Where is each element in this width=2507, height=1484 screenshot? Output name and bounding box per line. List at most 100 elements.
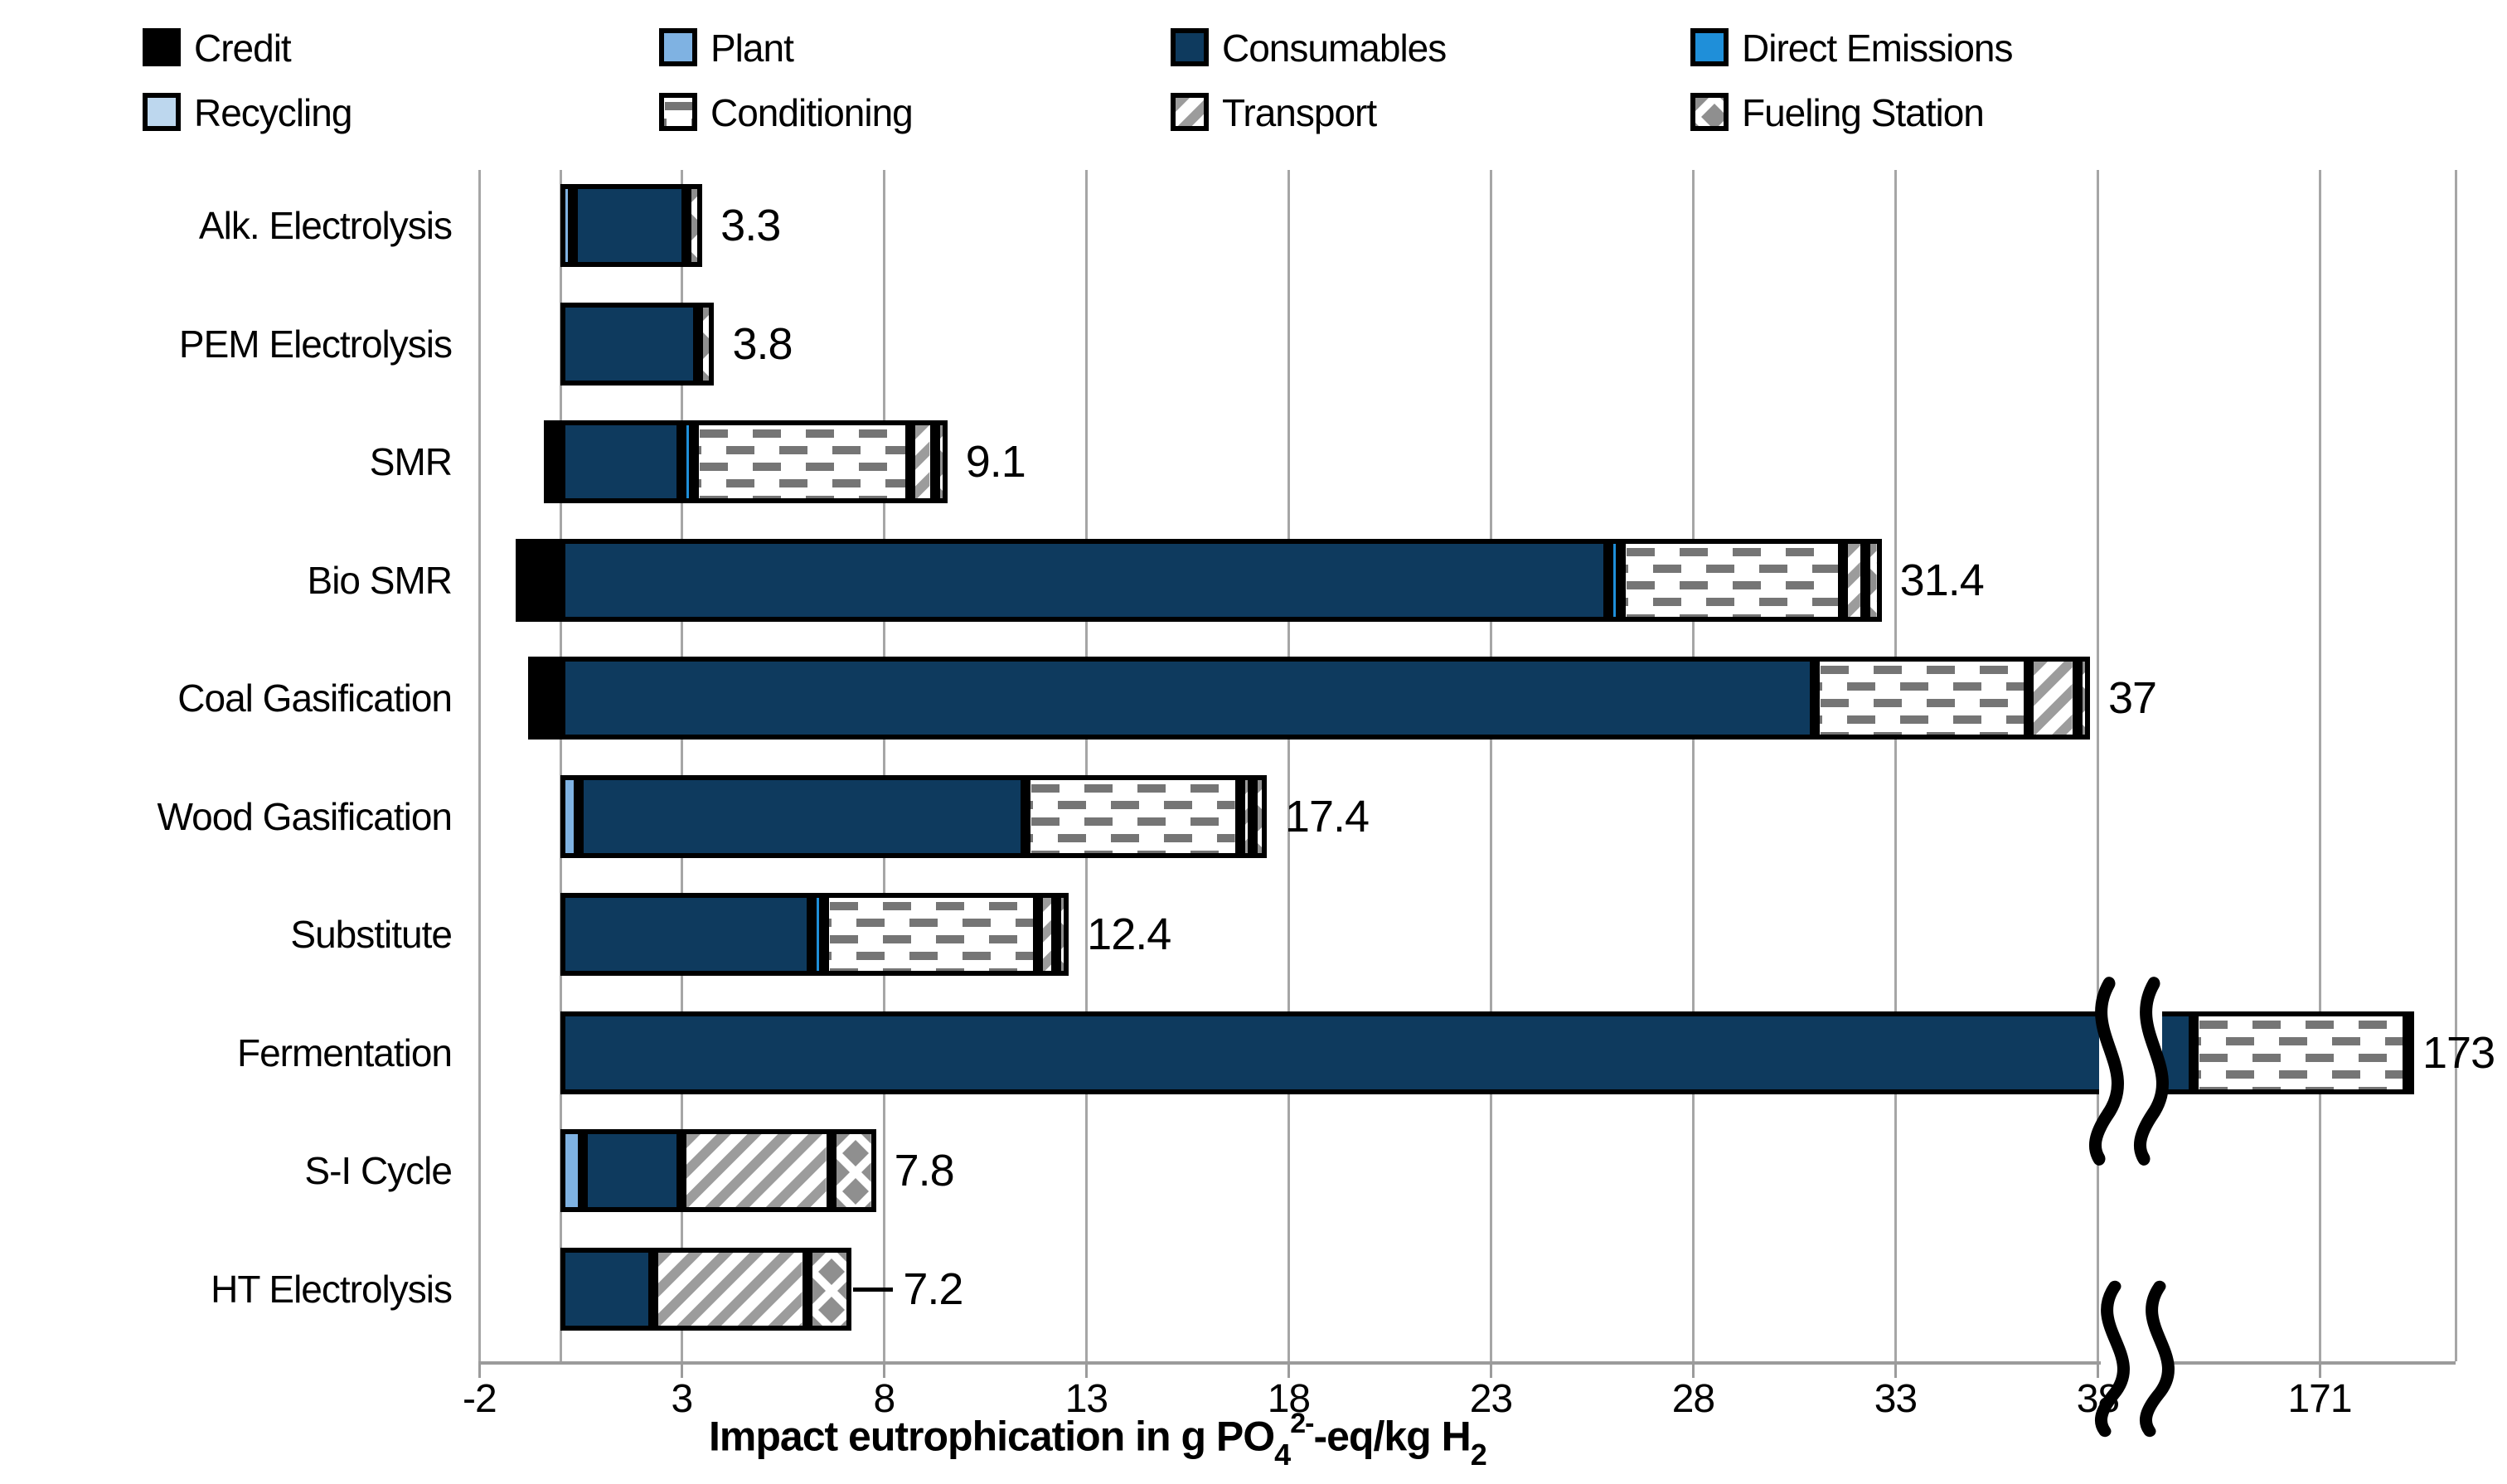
bar-segment-transport bbox=[910, 420, 935, 503]
x-axis-title-sup: 2- bbox=[1290, 1408, 1314, 1439]
gridline-x13 bbox=[1085, 170, 1089, 1361]
x-tick-label--2: -2 bbox=[463, 1377, 497, 1421]
legend-label-recycling: Recycling bbox=[194, 91, 352, 134]
value-label: 3.3 bbox=[720, 201, 781, 250]
bar-segment-fueling_station bbox=[807, 1247, 852, 1331]
bar-segment-consumables bbox=[560, 893, 812, 976]
bar-segment-conditioning bbox=[694, 420, 911, 503]
category-label: Fermentation bbox=[236, 1031, 453, 1074]
bar-segment-conditioning bbox=[1620, 538, 1844, 622]
bar-segment-consumables bbox=[560, 1247, 654, 1331]
x-tick-label-13: 13 bbox=[1064, 1377, 1108, 1421]
consumables-swatch-icon bbox=[1171, 28, 1209, 66]
category-label: S-I Cycle bbox=[304, 1149, 453, 1192]
credit-swatch-icon bbox=[143, 28, 181, 66]
value-leader-line bbox=[853, 1287, 894, 1292]
bar-segment-fueling_station bbox=[697, 302, 715, 386]
x-tick-label-3: 3 bbox=[671, 1377, 694, 1421]
bar-segment-plant bbox=[560, 184, 573, 267]
axis-tick-x8 bbox=[883, 1361, 886, 1378]
fueling_station-pattern bbox=[1870, 543, 1877, 617]
axis-tick-x28 bbox=[1692, 1361, 1695, 1378]
bar-segment-consumables bbox=[560, 538, 1608, 622]
legend-label-consumables: Consumables bbox=[1222, 27, 1447, 70]
bar-segment-plant bbox=[560, 774, 579, 858]
x-axis-title-sub4: 4 bbox=[1274, 1437, 1291, 1472]
gridline-x3 bbox=[681, 170, 684, 1361]
x-tick-label-8: 8 bbox=[873, 1377, 896, 1421]
x-tick-label-171: 171 bbox=[2287, 1377, 2352, 1421]
value-label: 17.4 bbox=[1284, 791, 1370, 841]
transport-pattern bbox=[2034, 662, 2073, 735]
fueling_station-pattern bbox=[939, 425, 943, 498]
category-label: Wood Gasification bbox=[157, 794, 453, 838]
bar-segment-transport bbox=[653, 1247, 807, 1331]
legend-label-credit: Credit bbox=[194, 27, 292, 70]
bar-segment-credit bbox=[516, 538, 560, 622]
bar-segment-fueling_station bbox=[1252, 774, 1267, 858]
bar-segment-conditioning bbox=[2194, 1011, 2414, 1094]
category-label: Bio SMR bbox=[307, 558, 453, 602]
transport-pattern bbox=[658, 1252, 803, 1326]
conditioning-pattern bbox=[828, 898, 1034, 971]
bar-segment-consumables bbox=[560, 420, 682, 503]
bar-segment-consumables bbox=[573, 184, 686, 267]
fueling_station-pattern bbox=[836, 1134, 871, 1207]
x-tick-label-28: 28 bbox=[1671, 1377, 1715, 1421]
bar-segment-consumables bbox=[560, 1011, 2099, 1094]
bar-segment-credit bbox=[544, 420, 560, 503]
bar-segment-plant bbox=[560, 1129, 583, 1212]
conditioning-pattern bbox=[1030, 779, 1235, 853]
bar-segment-consumables bbox=[560, 302, 698, 386]
conditioning-swatch-pattern bbox=[664, 98, 692, 126]
axis-tick-x23 bbox=[1490, 1361, 1493, 1378]
gridline-x28 bbox=[1692, 170, 1695, 1361]
bar-segment-fueling_station bbox=[2078, 657, 2090, 740]
bar-segment-transport bbox=[1843, 538, 1866, 622]
conditioning-swatch-icon bbox=[659, 93, 697, 131]
axis-tick-x171 bbox=[2319, 1361, 2321, 1378]
bar-segment-fueling_station bbox=[934, 420, 948, 503]
bar-segment-transport bbox=[1038, 893, 1057, 976]
fueling_station-pattern bbox=[702, 307, 710, 381]
category-label: SMR bbox=[369, 440, 453, 483]
transport-pattern bbox=[1848, 543, 1861, 617]
bar-segment-fueling_station bbox=[1056, 893, 1069, 976]
x-axis-title-text2: -eq/kg H bbox=[1313, 1413, 1471, 1460]
bar-segment-credit bbox=[527, 657, 560, 740]
axis-tick-x13 bbox=[1085, 1361, 1089, 1378]
value-label: 7.2 bbox=[903, 1263, 963, 1314]
x-axis-line-right bbox=[2165, 1361, 2456, 1365]
axis-tick-x3 bbox=[681, 1361, 684, 1378]
value-label: 12.4 bbox=[1087, 909, 1171, 959]
x-tick-label-33: 33 bbox=[1874, 1377, 1918, 1421]
direct_emissions-swatch-icon bbox=[1690, 28, 1729, 66]
category-label: Alk. Electrolysis bbox=[198, 204, 453, 247]
conditioning-pattern bbox=[2199, 1016, 2403, 1089]
legend-label-conditioning: Conditioning bbox=[710, 91, 914, 134]
transport-pattern bbox=[686, 1134, 827, 1207]
x-axis-break-squiggle bbox=[2077, 1280, 2201, 1438]
plant-swatch-icon bbox=[659, 28, 697, 66]
gridline-x38 bbox=[2097, 170, 2100, 1361]
legend-label-fueling_station: Fueling Station bbox=[1742, 91, 1985, 134]
conditioning-pattern bbox=[699, 425, 906, 498]
category-label: Substitute bbox=[290, 913, 453, 956]
zero-axis-line bbox=[560, 170, 562, 1361]
bar-segment-direct_emissions bbox=[1607, 538, 1621, 622]
x-tick-label-23: 23 bbox=[1469, 1377, 1513, 1421]
value-label: 173 bbox=[2422, 1027, 2495, 1078]
bar-segment-consumables bbox=[582, 1129, 682, 1212]
x-axis-title-sub2: 2 bbox=[1470, 1437, 1487, 1472]
fueling_station-pattern bbox=[812, 1252, 847, 1326]
legend-label-plant: Plant bbox=[710, 27, 794, 70]
bar-segment-conditioning bbox=[1814, 657, 2029, 740]
bar-segment-transport bbox=[2029, 657, 2078, 740]
x-axis-line-left bbox=[479, 1361, 2101, 1365]
bar-segment-conditioning bbox=[1026, 774, 1240, 858]
conditioning-pattern bbox=[1625, 543, 1839, 617]
value-label: 37 bbox=[2108, 673, 2157, 723]
value-label: 3.8 bbox=[732, 318, 793, 369]
bar-segment-transport bbox=[1239, 774, 1253, 858]
